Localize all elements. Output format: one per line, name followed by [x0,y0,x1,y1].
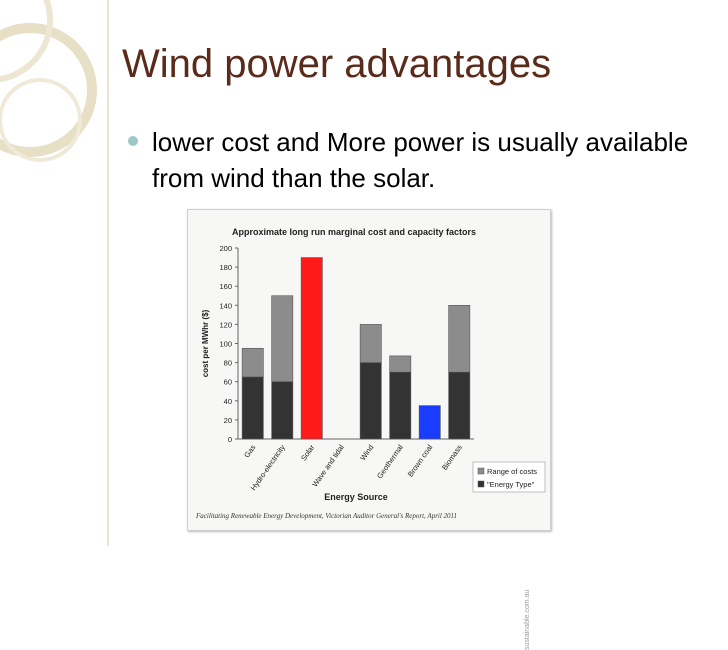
chart-bar-energy-type [271,381,294,440]
chart-bar-energy-type [389,371,412,440]
chart-bar-energy-type [359,362,382,440]
bullet-text: lower cost and More power is usually ava… [152,127,689,193]
chart-y-tick-label: 20 [224,416,232,425]
chart-y-tick-label: 160 [219,282,232,291]
chart-watermark: sustainable.com.au [524,589,531,650]
chart-legend-swatch [477,467,485,475]
chart-x-tick-label: Solar [299,443,317,463]
chart-bar-energy-type [418,405,441,440]
chart-bar-range-of-costs [448,305,471,373]
chart-frame: Approximate long run marginal cost and c… [187,209,551,650]
chart-x-tick-label: Biomass [440,443,464,472]
chart-bar-energy-type [300,257,323,440]
bullet-dot-icon [128,136,138,146]
chart-y-ticks: 0 20 40 60 80 100 120 140 160 180 200 [219,244,238,444]
chart-bar-range-of-costs [389,355,412,373]
chart-y-tick-label: 120 [219,320,232,329]
chart-y-tick-label: 80 [224,359,232,368]
chart-x-tick-label: Gas [242,443,257,460]
chart-y-tick-label: 200 [219,244,232,253]
chart-bars [241,257,471,440]
chart-legend-label: "Energy Type" [487,480,535,489]
chart-y-tick-label: 40 [224,397,232,406]
chart-y-tick-label: 180 [219,263,232,272]
chart-legend-label: Range of costs [487,467,537,476]
chart-y-tick-label: 60 [224,378,232,387]
chart-y-tick-label: 0 [228,435,232,444]
chart-bar-range-of-costs [359,324,382,363]
chart-bar-energy-type [241,376,264,440]
chart-bar-range-of-costs [241,347,264,378]
chart-x-tick-label: Geothermal [375,443,405,481]
chart-x-tick-label: Brown coal [406,443,435,479]
chart-title: Approximate long run marginal cost and c… [232,227,476,237]
chart-bar-energy-type [448,371,471,440]
bar-chart: Approximate long run marginal cost and c… [201,227,546,502]
chart-y-tick-label: 100 [219,340,232,349]
chart-bar-range-of-costs [271,295,294,382]
chart-legend-swatch [477,480,485,488]
chart-y-axis-label: cost per MWhr ($) [201,309,210,377]
slide-title: Wind power advantages [122,42,552,86]
chart-x-tick-label: Wave and tidal [310,443,346,489]
chart-legend-box [472,461,546,493]
chart-x-tick-label: Wind [358,443,375,462]
chart-source-note: Facilitating Renewable Energy Developmen… [196,512,458,520]
chart-legend: Range of costs "Energy Type" [472,461,546,493]
chart-x-axis-label: Energy Source [324,492,388,502]
chart-y-tick-label: 140 [219,301,232,310]
